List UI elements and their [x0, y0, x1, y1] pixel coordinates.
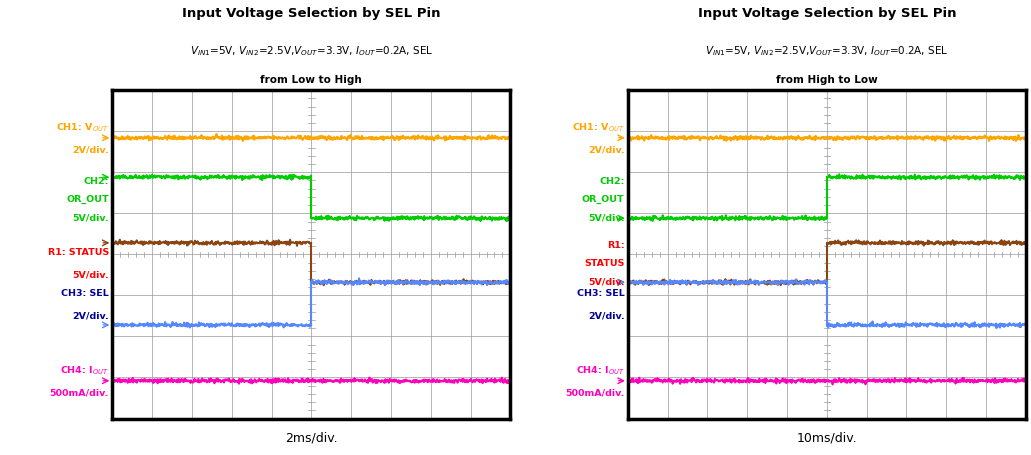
Text: Input Voltage Selection by SEL Pin: Input Voltage Selection by SEL Pin — [698, 7, 956, 20]
Text: 2V/div.: 2V/div. — [72, 146, 109, 154]
Text: CH1: V$_{OUT}$: CH1: V$_{OUT}$ — [57, 121, 109, 133]
Text: 2ms/div.: 2ms/div. — [285, 430, 338, 443]
Text: 2V/div.: 2V/div. — [588, 146, 625, 154]
Text: $V_{IN1}$=5V, $V_{IN2}$=2.5V,$V_{OUT}$=3.3V, $I_{OUT}$=0.2A, SEL: $V_{IN1}$=5V, $V_{IN2}$=2.5V,$V_{OUT}$=3… — [190, 44, 433, 57]
Text: CH2:: CH2: — [84, 177, 109, 186]
Text: 5V/div.: 5V/div. — [588, 212, 625, 222]
Text: CH2:: CH2: — [599, 177, 625, 186]
Text: 10ms/div.: 10ms/div. — [797, 430, 857, 443]
Text: from Low to High: from Low to High — [261, 75, 362, 85]
Text: CH4: I$_{OUT}$: CH4: I$_{OUT}$ — [575, 363, 625, 376]
Text: CH3: SEL: CH3: SEL — [62, 288, 109, 297]
Text: OR_OUT: OR_OUT — [581, 195, 625, 204]
Text: STATUS: STATUS — [585, 258, 625, 268]
Text: R1: STATUS: R1: STATUS — [47, 247, 109, 256]
Text: R1:: R1: — [607, 241, 625, 249]
Text: $V_{IN1}$=5V, $V_{IN2}$=2.5V,$V_{OUT}$=3.3V, $I_{OUT}$=0.2A, SEL: $V_{IN1}$=5V, $V_{IN2}$=2.5V,$V_{OUT}$=3… — [705, 44, 949, 57]
Text: 2V/div.: 2V/div. — [588, 311, 625, 320]
Text: from High to Low: from High to Low — [776, 75, 877, 85]
Text: CH4: I$_{OUT}$: CH4: I$_{OUT}$ — [60, 363, 109, 376]
Text: CH3: SEL: CH3: SEL — [577, 288, 625, 297]
Text: CH1: V$_{OUT}$: CH1: V$_{OUT}$ — [572, 121, 625, 133]
Text: 5V/div.: 5V/div. — [72, 212, 109, 222]
Text: OR_OUT: OR_OUT — [66, 195, 109, 204]
Text: Input Voltage Selection by SEL Pin: Input Voltage Selection by SEL Pin — [182, 7, 440, 20]
Text: 5V/div.: 5V/div. — [588, 277, 625, 285]
Text: 5V/div.: 5V/div. — [72, 270, 109, 279]
Text: 500mA/div.: 500mA/div. — [49, 388, 109, 397]
Text: 2V/div.: 2V/div. — [72, 311, 109, 320]
Text: 500mA/div.: 500mA/div. — [565, 388, 625, 397]
